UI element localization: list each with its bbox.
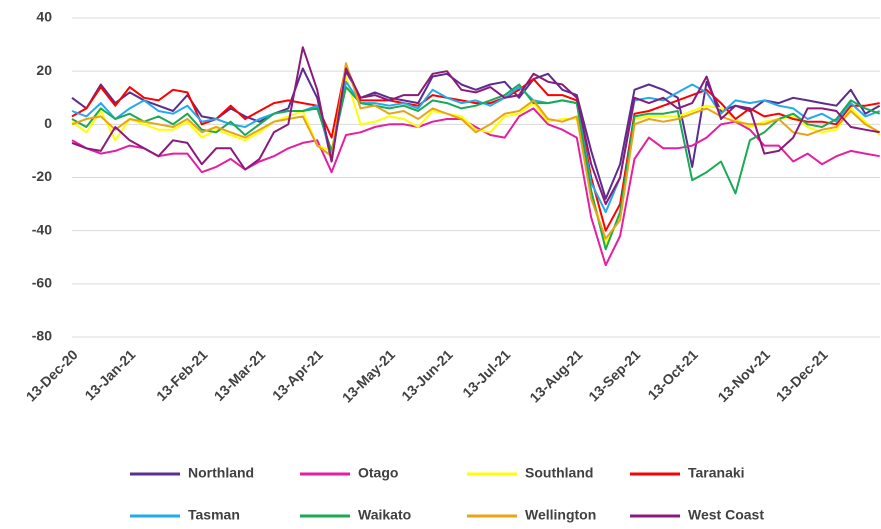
series-line [71,80,881,214]
series-line [71,62,881,240]
series-line [71,107,880,267]
x-tick-label: 13-Jan-21 [81,346,138,403]
x-tick-label: 13-Sep-21 [585,346,643,404]
x-tick-label: 13-Mar-21 [211,346,269,404]
series-line [71,67,881,200]
legend-label: Southland [525,465,593,481]
y-tick-label: -60 [32,275,52,291]
x-tick-label: 13-Jul-21 [459,346,513,400]
legend-label: West Coast [688,507,764,523]
x-tick-label: 13-May-21 [339,346,398,405]
y-tick-label: 40 [36,9,52,25]
x-tick-label: 13-Oct-21 [644,346,701,403]
x-tick-label: 13-Feb-21 [153,346,211,404]
x-tick-label: 13-Apr-21 [269,346,326,403]
x-tick-label: 13-Dec-20 [23,346,81,404]
x-tick-label: 13-Jun-21 [398,346,456,404]
y-tick-label: 0 [44,115,52,131]
legend-label: Taranaki [688,465,745,481]
y-tick-label: -80 [32,328,52,344]
legend-label: Northland [188,465,254,481]
x-tick-label: 13-Dec-21 [773,346,831,404]
y-tick-label: -40 [32,221,52,237]
y-tick-label: 20 [36,62,52,78]
y-tick-label: -20 [32,168,52,184]
x-tick-label: 13-Nov-21 [714,346,773,405]
legend-label: Waikato [358,507,411,523]
legend-label: Otago [358,465,398,481]
series-line [71,64,880,232]
legend-label: Tasman [188,507,240,523]
legend-label: Wellington [525,507,596,523]
x-tick-label: 13-Aug-21 [526,346,585,405]
series-line [71,46,880,206]
series-line [71,83,881,251]
